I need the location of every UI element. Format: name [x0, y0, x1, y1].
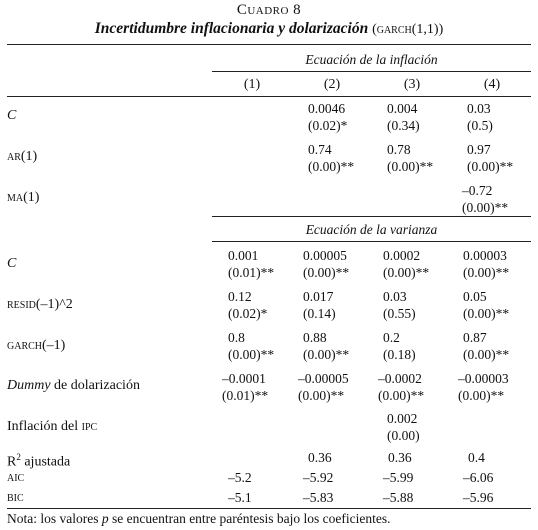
cell: –0.00003 (0.00)**	[458, 371, 509, 403]
table-title-main: Incertidumbre inflacionaria y dolarizaci…	[94, 20, 369, 37]
row-label-ma1: ma(1)	[7, 190, 40, 205]
cell: –5.1	[228, 490, 252, 505]
cell: –5.88	[383, 490, 414, 505]
column-header-2: (2)	[323, 77, 341, 92]
section-variance: Ecuación de la varianza	[305, 222, 438, 237]
row-label-r2: R2 ajustada	[7, 452, 71, 470]
section-inflation-rule	[212, 71, 531, 72]
column-header-1: (1)	[243, 77, 261, 92]
row-label-bic: bic	[7, 490, 24, 505]
column-header-4: (4)	[483, 77, 501, 92]
cell: 0.002 (0.00)	[387, 411, 420, 443]
row-label-garch: garch(–1)	[7, 338, 66, 353]
cell: 0.00003 (0.00)**	[463, 248, 510, 280]
table-title: Incertidumbre inflacionaria y dolarizaci…	[0, 20, 538, 38]
cell: –6.06	[463, 470, 494, 485]
row-label-c-inflation: C	[7, 108, 17, 123]
row-label-dummy: Dummy de dolarización	[7, 378, 140, 393]
top-rule	[7, 44, 531, 45]
header-rule	[7, 96, 531, 97]
row-label-ar1: ar(1)	[7, 149, 38, 164]
cell: 0.4	[468, 450, 485, 465]
cell: 0.03 (0.5)	[467, 101, 493, 133]
row-label-resid: resid(–1)^2	[7, 297, 73, 312]
table-note: Nota: los valores p se encuentran entre …	[7, 511, 391, 526]
column-header-3: (3)	[403, 77, 421, 92]
cell: 0.87 (0.00)**	[463, 330, 510, 362]
cell: –5.2	[228, 470, 252, 485]
cell: 0.12 (0.02)*	[228, 289, 268, 321]
cell: 0.74 (0.00)**	[308, 142, 355, 174]
cell: –5.92	[303, 470, 334, 485]
cell: 0.001 (0.01)**	[228, 248, 275, 280]
row-label-inflation-ipc: Inflación del ipc	[7, 419, 98, 434]
cell: –0.72 (0.00)**	[462, 183, 509, 215]
cell: 0.2 (0.18)	[383, 330, 416, 362]
section-inflation: Ecuación de la inflación	[305, 52, 438, 67]
cell: 0.36	[308, 450, 332, 465]
cell: 0.017 (0.14)	[303, 289, 336, 321]
cell: 0.36	[388, 450, 412, 465]
cell: 0.88 (0.00)**	[303, 330, 350, 362]
cell: 0.03 (0.55)	[383, 289, 416, 321]
cell: –0.0002 (0.00)**	[378, 371, 425, 403]
cell: 0.05 (0.00)**	[463, 289, 510, 321]
row-label-aic: aic	[7, 470, 25, 485]
cell: 0.0046 (0.02)*	[308, 101, 348, 133]
cell: –0.0001 (0.01)**	[222, 371, 269, 403]
cell: 0.004 (0.34)	[387, 101, 420, 133]
cell: –5.99	[383, 470, 414, 485]
section-variance-top-rule	[212, 216, 531, 217]
cell: –5.83	[303, 490, 334, 505]
row-label-c-variance: C	[7, 256, 17, 271]
bottom-rule	[7, 508, 531, 509]
section-variance-rule	[212, 241, 531, 242]
cell: 0.8 (0.00)**	[228, 330, 275, 362]
cell: –0.00005 (0.00)**	[298, 371, 349, 403]
table-title-model: (garch(1,1))	[372, 22, 444, 37]
table-number: Cuadro 8	[236, 2, 302, 18]
cell: –5.96	[463, 490, 494, 505]
cell: 0.00005 (0.00)**	[303, 248, 350, 280]
cell: 0.78 (0.00)**	[387, 142, 434, 174]
cell: 0.97 (0.00)**	[467, 142, 514, 174]
cell: 0.0002 (0.00)**	[383, 248, 430, 280]
